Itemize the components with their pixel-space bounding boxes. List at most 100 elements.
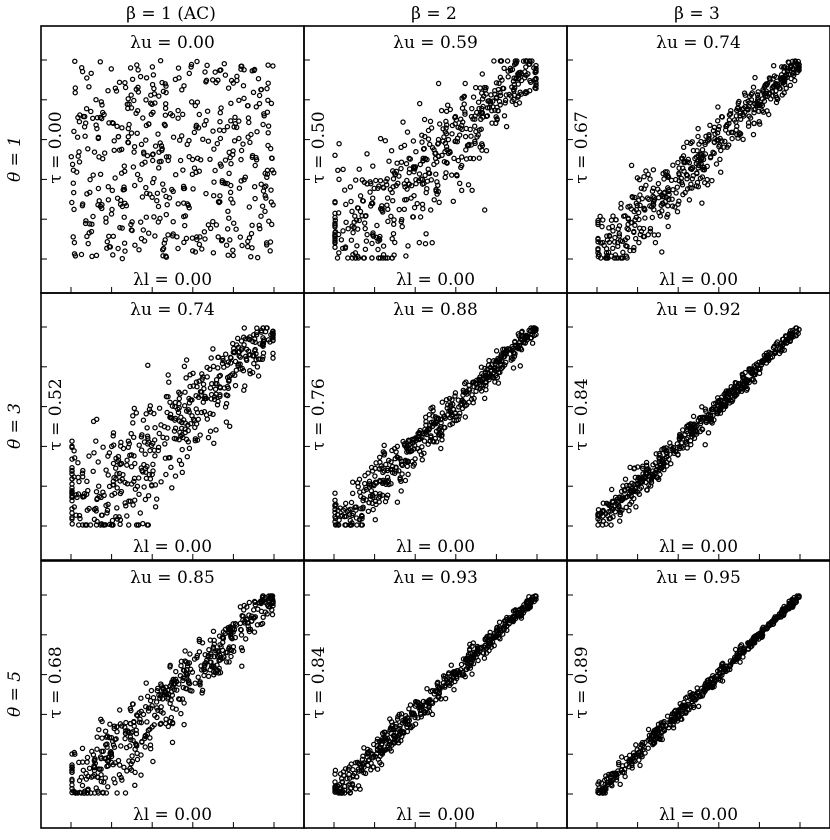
scatter-point: [255, 75, 262, 82]
scatter-point: [443, 396, 450, 403]
scatter-point: [737, 643, 744, 650]
scatter-point: [435, 140, 442, 146]
scatter-point: [637, 480, 643, 486]
scatter-point: [237, 620, 244, 627]
scatter-point: [783, 85, 789, 92]
lower-tail-dependence-label: λl = 0.00: [659, 270, 738, 290]
scatter-point: [392, 239, 398, 246]
scatter-point: [676, 172, 682, 178]
scatter-point: [144, 719, 150, 725]
scatter-point: [608, 522, 614, 528]
scatter-point: [249, 245, 255, 251]
scatter-point: [518, 615, 525, 621]
scatter-point: [493, 94, 500, 101]
scatter-point: [240, 334, 247, 340]
scatter-point: [148, 111, 155, 118]
scatter-point: [681, 168, 687, 174]
scatter-point: [421, 438, 428, 444]
scatter-point: [203, 190, 209, 197]
scatter-point: [374, 766, 381, 772]
scatter-point: [772, 92, 779, 99]
scatter-point: [431, 439, 437, 445]
scatter-point: [105, 87, 111, 94]
scatter-point: [340, 166, 346, 173]
scatter-point: [198, 392, 204, 399]
scatter-point: [111, 744, 118, 751]
scatter-point: [132, 782, 138, 789]
scatter-point: [217, 654, 224, 661]
scatter-point: [226, 659, 232, 665]
scatter-point: [253, 104, 260, 110]
scatter-point: [700, 164, 706, 170]
scatter-point: [521, 75, 528, 81]
scatter-point: [195, 674, 201, 680]
lower-tail-dependence-label: λl = 0.00: [659, 537, 738, 557]
scatter-point: [401, 181, 408, 187]
scatter-point: [71, 455, 78, 461]
scatter-point: [436, 426, 442, 433]
scatter-point: [259, 620, 266, 627]
scatter-point: [154, 197, 160, 204]
scatter-point: [270, 599, 276, 606]
scatter-point: [659, 728, 666, 735]
scatter-point: [202, 69, 208, 75]
scatter-point: [735, 104, 741, 111]
scatter-point: [529, 58, 535, 64]
scatter-point: [332, 217, 339, 223]
scatter-point: [738, 385, 745, 391]
scatter-point: [224, 226, 231, 232]
scatter-point: [406, 706, 412, 712]
scatter-point: [411, 192, 417, 199]
scatter-point: [673, 190, 679, 196]
scatter-point: [138, 141, 145, 148]
scatter-point: [647, 176, 653, 182]
scatter-point: [431, 197, 437, 203]
scatter-point: [69, 489, 75, 495]
scatter-point: [470, 399, 476, 406]
scatter-point: [116, 771, 123, 778]
scatter-point: [69, 767, 75, 773]
scatter-point: [149, 64, 156, 70]
scatter-point: [447, 106, 454, 113]
scatter-point: [349, 781, 356, 787]
scatter-point: [375, 756, 382, 762]
scatter-point: [136, 442, 142, 448]
scatter-point: [110, 252, 116, 258]
scatter-point: [401, 197, 408, 203]
scatter-point: [336, 517, 342, 523]
scatter-point: [219, 634, 226, 641]
scatter-point: [90, 468, 96, 475]
scatter-point: [108, 753, 115, 760]
scatter-point: [497, 102, 503, 108]
scatter-point: [442, 424, 448, 431]
scatter-point: [234, 335, 241, 342]
scatter-point: [723, 123, 729, 130]
scatter-point: [184, 686, 190, 692]
scatter-point: [117, 443, 124, 449]
scatter-point: [130, 164, 137, 170]
scatter-point: [210, 346, 216, 352]
scatter-point: [597, 240, 604, 246]
scatter-point: [690, 691, 696, 697]
scatter-point: [360, 505, 366, 512]
scatter-point: [221, 60, 228, 67]
scatter-point: [789, 331, 796, 338]
scatter-point: [261, 184, 268, 190]
scatter-point: [675, 159, 681, 166]
scatter-point: [204, 108, 211, 114]
scatter-point: [73, 169, 80, 175]
scatter-point: [710, 672, 716, 679]
scatter-point: [102, 728, 109, 734]
scatter-point: [236, 97, 242, 104]
scatter-point: [228, 118, 234, 124]
scatter-point: [481, 644, 488, 651]
scatter-point: [717, 397, 724, 403]
scatter-point: [122, 79, 128, 86]
scatter-point: [131, 97, 137, 104]
scatter-point: [175, 201, 181, 207]
scatter-point: [503, 92, 510, 98]
scatter-point: [182, 648, 188, 654]
scatter-point: [610, 777, 616, 783]
scatter-point: [258, 181, 264, 187]
scatter-point: [335, 231, 342, 238]
